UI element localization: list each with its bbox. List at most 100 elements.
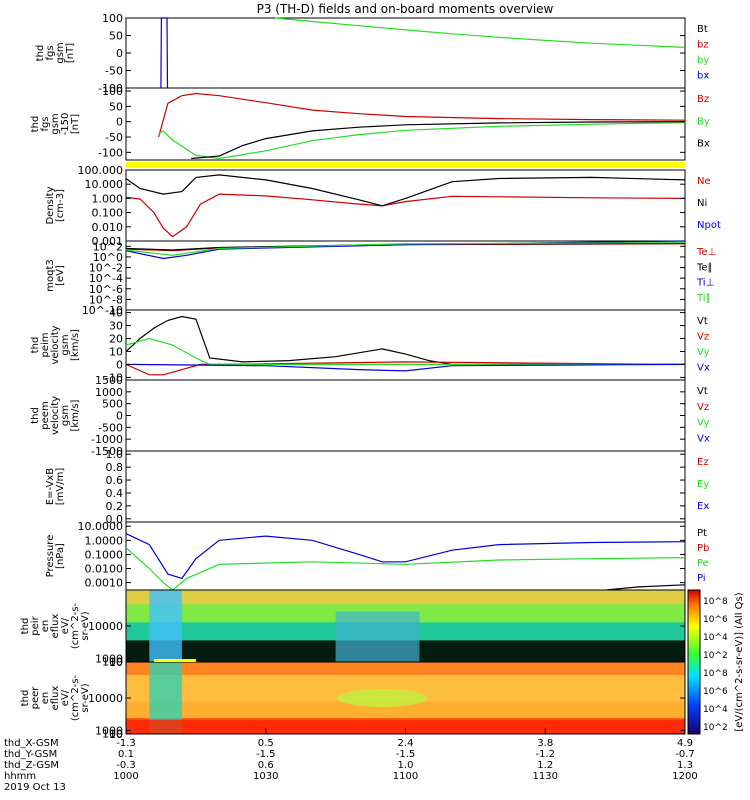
legend-entry: Ey xyxy=(697,479,709,490)
legend-entry: Npot xyxy=(697,220,721,231)
y-axis-label: [nT] xyxy=(70,114,81,134)
y-axis-label: sr-eV) xyxy=(80,683,91,712)
y-tick-label: -50 xyxy=(105,65,123,78)
y-axis-label: thd xyxy=(30,337,41,354)
y-tick-label: 10^0 xyxy=(93,251,123,264)
y-axis-label: eflux xyxy=(50,686,61,711)
y-tick-label: -100 xyxy=(98,146,123,159)
panel-frame xyxy=(125,169,686,242)
y-tick-label: 0.100 xyxy=(92,207,124,220)
x-row-value: 4.9 xyxy=(677,738,693,749)
legend-entry: bx xyxy=(697,71,709,82)
colorbar-tick: 10^2 xyxy=(703,651,728,661)
y-axis-label: moqt3 xyxy=(45,259,56,292)
series-ni-line xyxy=(125,174,686,207)
date-label: 2019 Oct 13 xyxy=(4,782,66,793)
y-tick-label: 1000 xyxy=(95,724,123,737)
y-tick-label: 0.6 xyxy=(106,474,124,487)
y-tick-label: -100 xyxy=(98,82,123,95)
y-axis-label: en xyxy=(40,620,51,633)
colorbar: 10^8 10^6 10^4 10^2 10^8 10^6 10^4 10^2 [eV/(cm^… xyxy=(687,589,745,735)
y-tick-label: 10^-4 xyxy=(89,272,123,285)
y-tick-label: 50 xyxy=(109,30,123,43)
panel-fgs: 100 50 0 -50 -100 thd fgs gsm [nT] Bt bz by bx xyxy=(35,12,709,95)
colorbar-tick: 10^6 xyxy=(703,615,728,625)
legend-entry: Vx xyxy=(697,363,710,374)
x-row-value: 1.0 xyxy=(398,760,414,771)
x-row-value: 2.4 xyxy=(398,738,414,749)
series-vx-line xyxy=(125,363,686,372)
legend-entry: bz xyxy=(697,40,709,51)
y-axis-label: fgs xyxy=(45,45,56,60)
x-row-label: hhmm xyxy=(4,771,36,782)
y-axis-label: Pressure xyxy=(45,535,56,578)
y-tick-label: 0.2 xyxy=(106,500,124,513)
y-tick-label: 50 xyxy=(109,100,123,113)
y-tick-label: 0.1000 xyxy=(85,548,124,561)
legend-entry: Te∥ xyxy=(696,262,713,273)
y-axis-label: peem xyxy=(40,401,51,429)
mode-bar xyxy=(153,659,196,662)
y-axis-label: fgs xyxy=(40,116,51,131)
y-tick-label: 0 xyxy=(116,47,123,60)
y-tick-label: 1.0 xyxy=(106,448,124,461)
x-row-value: 0.5 xyxy=(258,738,274,749)
y-tick-label: 100.000 xyxy=(78,164,124,177)
y-axis-label: [nT] xyxy=(65,43,76,63)
legend-entry: Bt xyxy=(697,24,708,35)
y-axis-label: [km/s] xyxy=(70,399,81,431)
legend-entry: Te⊥ xyxy=(696,247,716,258)
legend-entry: Pb xyxy=(697,543,709,554)
y-tick-label: 0 xyxy=(116,410,123,423)
colorbar-tick: 10^4 xyxy=(703,633,728,643)
y-axis-label: peir xyxy=(30,615,41,635)
x-row-value: 1130 xyxy=(533,771,558,782)
y-tick-label: -10 xyxy=(105,371,123,384)
series-vy-line xyxy=(125,337,685,365)
y-axis-label: gsm xyxy=(55,42,66,63)
x-row-value: 1000 xyxy=(113,771,138,782)
y-tick-label: -1500 xyxy=(91,445,123,458)
y-tick-label: -500 xyxy=(98,421,123,434)
x-row-value: -1.2 xyxy=(535,749,555,760)
spectrogram-band xyxy=(126,701,685,719)
y-axis-label: thd xyxy=(35,45,46,62)
y-tick-label: 10^2 xyxy=(93,240,123,253)
y-tick-label: 500 xyxy=(102,398,123,411)
y-axis-label: [nPa] xyxy=(55,543,66,569)
x-row-value: 0.6 xyxy=(258,760,274,771)
series-vt-line xyxy=(125,315,685,365)
series-by-line xyxy=(158,122,686,160)
x-row-value: 1.3 xyxy=(677,760,693,771)
legend-entry: Vt xyxy=(697,316,708,327)
y-tick-label: 1000 xyxy=(95,386,123,399)
panel-efield: 1.00.80.60.40.20.0 E=-VxB [mV/m] Ez Ey Ex xyxy=(45,448,709,526)
y-tick-label: 10^-10 xyxy=(82,304,123,317)
colorbar-tick: 10^8 xyxy=(703,597,728,607)
y-tick-label: 0.8 xyxy=(106,461,124,474)
y-tick-label: -50 xyxy=(105,131,123,144)
panel-frame xyxy=(125,87,686,161)
y-axis-label: gsm xyxy=(60,334,71,355)
y-tick-label: 10.0000 xyxy=(78,520,124,533)
x-row-value: 1.2 xyxy=(537,760,553,771)
colorbar-tick: 10^8 xyxy=(703,669,728,679)
series-pi-line xyxy=(125,533,686,580)
legend-entry: Pe xyxy=(697,558,709,569)
panel-frame xyxy=(125,379,686,452)
x-row-value: -1.5 xyxy=(256,749,276,760)
panel-frame xyxy=(125,309,686,381)
spectrogram-band xyxy=(126,662,685,675)
y-tick-label: 0 xyxy=(116,116,123,129)
y-tick-label: 0.001 xyxy=(92,235,124,248)
panel-frame xyxy=(125,521,686,591)
x-row-value: -1.5 xyxy=(396,749,416,760)
y-axis-label: -150 xyxy=(60,113,71,136)
x-row-value: 0.1 xyxy=(118,749,134,760)
y-tick-label: 10 xyxy=(109,345,123,358)
